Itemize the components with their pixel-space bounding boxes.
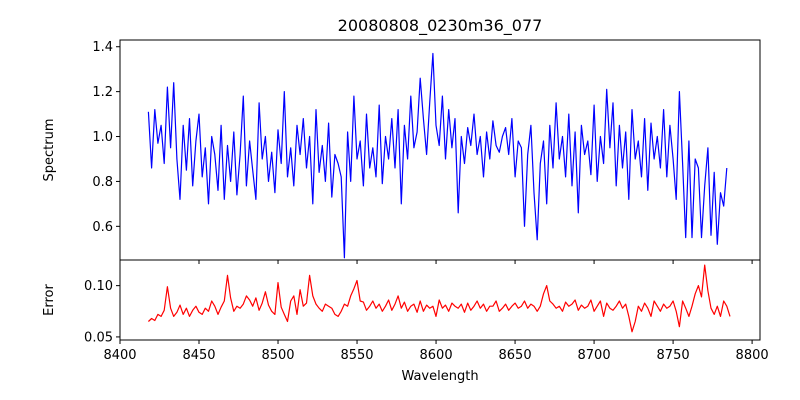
spectrum-y-axis-label: Spectrum [42,119,57,182]
x-tick-label: 8500 [261,348,294,363]
chart-title: 20080808_0230m36_077 [338,16,543,36]
spectrum-y-tick-label: 1.2 [92,85,113,100]
x-tick-label: 8700 [578,348,611,363]
spectrum-y-tick-label: 1.0 [92,130,113,145]
spectrum-y-tick-label: 0.6 [92,220,113,235]
x-tick-label: 8550 [340,348,373,363]
error-series-line [147,264,731,333]
spectrum-y-tick-label: 1.4 [92,40,113,55]
x-axis-label: Wavelength [401,369,478,384]
x-tick-label: 8800 [736,348,769,363]
error-axes-frame [119,259,761,341]
x-tick-label: 8600 [420,348,453,363]
error-panel: 0.05 0.10 Error 8400 8450 8500 8550 8600 8650 870… [42,259,769,363]
x-tick-label: 8400 [103,348,136,363]
error-y-tick-label: 0.05 [84,330,113,345]
spectrum-panel: 0.6 0.8 1.0 1.2 1.4 Spectrum [42,39,761,264]
x-tick-label: 8450 [182,348,215,363]
spectrum-series-line [147,52,728,259]
spectrum-axes-frame [119,39,761,261]
error-y-axis-label: Error [42,284,57,316]
x-tick-label: 8750 [657,348,690,363]
spectrum-y-tick-label: 0.8 [92,175,113,190]
error-y-tick-label: 0.10 [84,279,113,294]
x-tick-label: 8650 [499,348,532,363]
